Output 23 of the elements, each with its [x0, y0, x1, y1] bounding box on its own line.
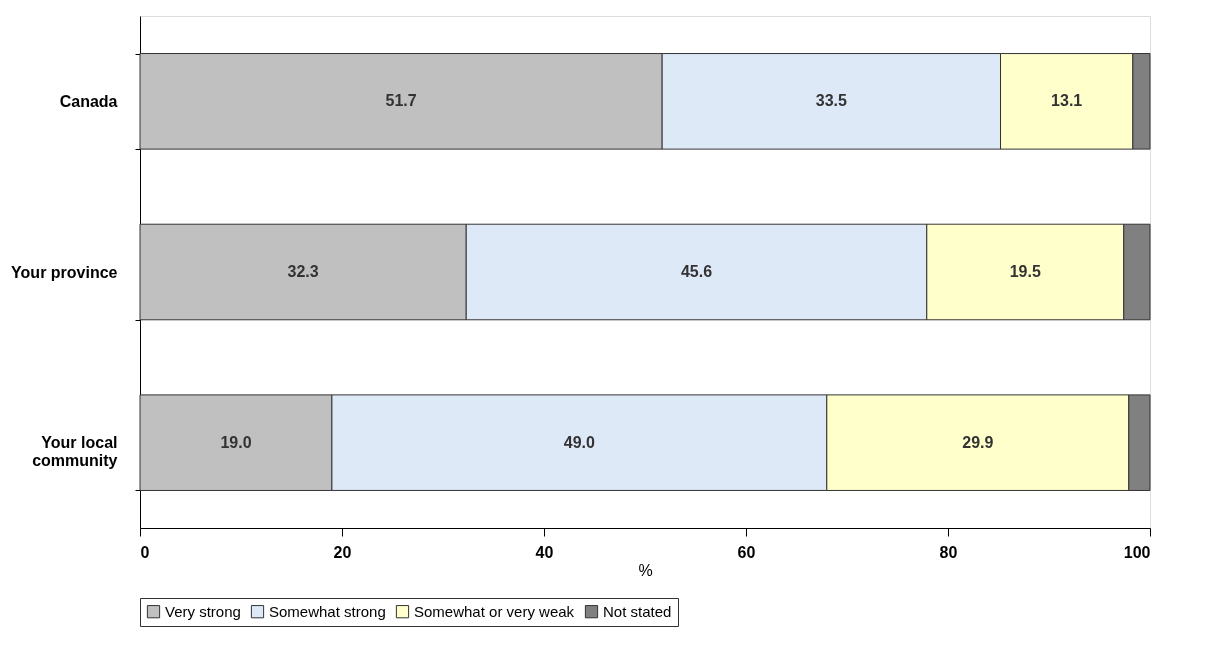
data-label: 19.5 [1009, 263, 1041, 280]
x-tick-label: 80 [939, 543, 958, 561]
data-label: 32.3 [287, 263, 319, 280]
data-label: 33.5 [815, 92, 848, 110]
x-tick-label: 60 [737, 543, 756, 561]
data-label: 49.0 [563, 433, 596, 451]
y-tick-label: Your province [11, 263, 118, 281]
data-label: 51.7 [385, 92, 417, 110]
x-tick-label: 40 [535, 543, 554, 561]
data-label: 19.0 [220, 433, 252, 451]
legend-label: Somewhat strong [269, 602, 386, 620]
legend-label: Not stated [603, 602, 672, 620]
x-tick-label: 20 [333, 543, 352, 561]
data-label: 13.1 [1051, 92, 1083, 110]
x-tick-label: 0 [140, 543, 150, 561]
data-label: 45.6 [680, 263, 713, 280]
x-tick-label: 100 [1123, 543, 1151, 561]
y-tick-label: Your local community [32, 434, 118, 470]
legend-label: Very strong [165, 602, 241, 620]
x-axis-title: % [638, 561, 653, 579]
legend-label: Somewhat or very weak [414, 602, 575, 620]
y-tick-label: Canada [59, 92, 118, 110]
data-label: 29.9 [962, 433, 994, 451]
